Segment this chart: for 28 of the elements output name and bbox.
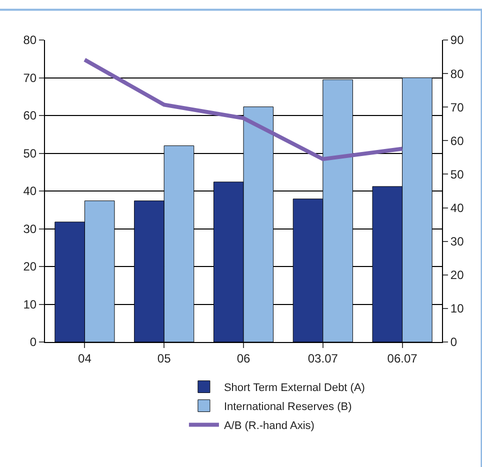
y-tick-label: 0 xyxy=(30,335,37,350)
y-tick-label: 40 xyxy=(23,184,37,198)
x-tick-label: 06 xyxy=(236,351,250,366)
x-tick-label: 04 xyxy=(78,351,92,366)
y2-tick-label: 70 xyxy=(450,100,464,114)
y2-tick-label: 40 xyxy=(450,200,464,215)
y-tick-label: 10 xyxy=(23,297,37,312)
y2-tick-label: 10 xyxy=(450,302,464,316)
y2-tick-label: 80 xyxy=(450,66,464,81)
y-tick-label: 50 xyxy=(23,146,37,160)
x-tick-label: 05 xyxy=(157,351,172,366)
line-series xyxy=(82,58,404,162)
y-tick-label: 60 xyxy=(23,108,37,123)
legend-label: International Reserves (B) xyxy=(224,400,352,413)
y2-tick-label: 90 xyxy=(450,33,464,48)
x-tick-label: 06.07 xyxy=(387,351,418,366)
y2-tick-label: 0 xyxy=(450,335,458,350)
legend-label: Short Term External Debt (A) xyxy=(224,382,365,394)
y-tick-label: 20 xyxy=(23,260,37,274)
y-tick-label: 80 xyxy=(23,33,37,48)
y-tick-label: 30 xyxy=(23,222,37,236)
y2-tick-label: 60 xyxy=(450,134,464,148)
y-tick-label: 70 xyxy=(23,70,37,85)
y2-tick-label: 20 xyxy=(450,268,464,282)
y2-tick-label: 30 xyxy=(450,234,464,249)
y2-tick-label: 50 xyxy=(450,167,464,182)
legend-label: A/B (R.-hand Axis) xyxy=(224,420,314,432)
x-tick-label: 03.07 xyxy=(308,351,338,366)
